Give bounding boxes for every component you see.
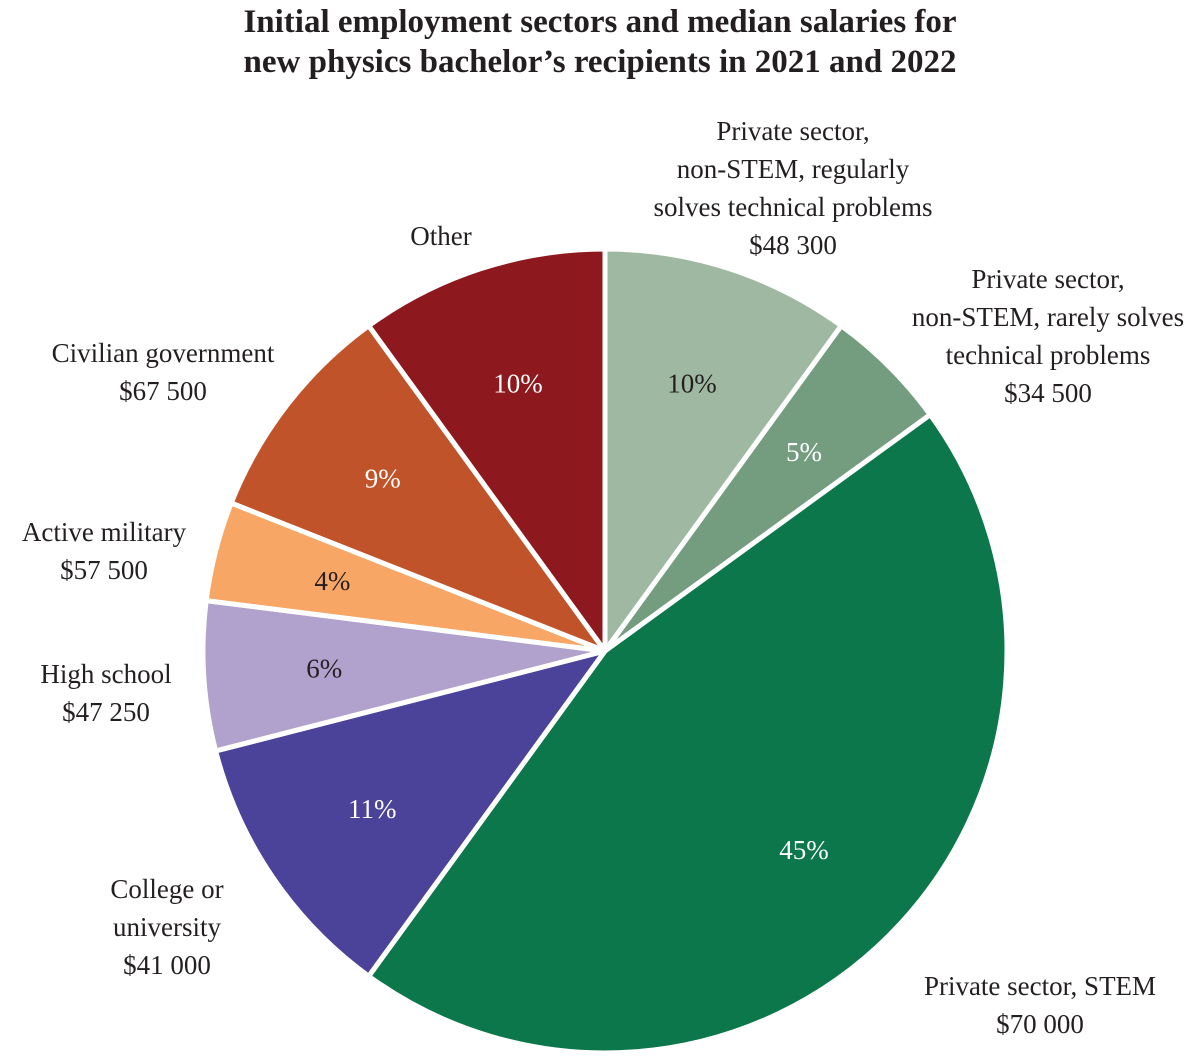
slice-percent-label-8: 10% [493,368,543,398]
slice-category-label-1-line-1: Private sector, [716,116,869,146]
slice-category-label-5-line-2: $47 250 [62,697,150,727]
slice-category-label-3-line-1: Private sector, STEM [924,971,1156,1001]
slice-category-label-2: Private sector, non-STEM, rarely solves te… [912,264,1184,408]
slice-category-label-6: Active military $57 500 [22,517,187,585]
chart-title: Initial employment sectors and median sa… [0,2,1200,82]
chart-title-line-2: new physics bachelor’s recipients in 202… [243,44,957,80]
slice-category-label-4: College or university $41 000 [110,874,223,980]
slice-percent-label-1: 10% [667,368,717,398]
slice-category-label-1: Private sector, non-STEM, regularly solves… [654,116,933,260]
pie-slice-1 [602,246,844,654]
slice-percent-label-7: 9% [365,464,401,494]
percent-labels: 10% 5% 45% 11% 6% 4% 9% 10% [306,368,829,865]
slice-category-label-2-line-3: technical problems [946,340,1151,370]
slice-category-label-4-line-1: College or [110,874,223,904]
slice-category-label-6-line-2: $57 500 [60,555,148,585]
slice-percent-label-3: 45% [779,835,829,865]
slice-category-label-3: Private sector, STEM $70 000 [924,971,1156,1039]
slice-percent-label-6: 4% [314,566,350,596]
slice-category-label-1-line-3: solves technical problems [654,192,933,222]
pie-slice-5 [200,598,608,754]
chart-title-line-1: Initial employment sectors and median sa… [243,4,957,40]
slice-category-label-2-line-1: Private sector, [971,264,1124,294]
slice-category-label-5: High school $47 250 [40,659,171,727]
slice-category-label-3-line-2: $70 000 [996,1009,1084,1039]
slice-percent-label-2: 5% [786,437,822,467]
slice-category-label-1-line-4: $48 300 [749,230,837,260]
slice-percent-label-5: 6% [306,654,342,684]
slice-category-label-4-line-2: university [113,912,221,942]
slice-percent-label-4: 11% [348,794,397,824]
slice-category-label-5-line-1: High school [40,659,171,689]
slice-category-label-1-line-2: non-STEM, regularly [677,154,910,184]
slice-category-label-4-line-3: $41 000 [123,950,211,980]
pie-slice-3 [366,412,1010,1056]
slice-category-label-2-line-2: non-STEM, rarely solves [912,302,1184,332]
category-labels: Private sector, non-STEM, regularly solves… [22,116,1184,1039]
pie-slices [200,246,1010,1056]
slice-category-label-2-line-4: $34 500 [1004,378,1092,408]
slice-category-label-7: Civilian government $67 500 [52,338,275,406]
slice-category-label-6-line-1: Active military [22,517,187,547]
slice-category-label-8-line-1: Other [410,221,471,251]
pie-slice-4 [213,648,608,979]
pie-slice-8 [366,246,608,654]
slice-category-label-7-line-1: Civilian government [52,338,275,368]
slice-category-label-8: Other [410,221,471,251]
slice-category-label-7-line-2: $67 500 [119,376,207,406]
pie-slice-7 [228,323,608,654]
